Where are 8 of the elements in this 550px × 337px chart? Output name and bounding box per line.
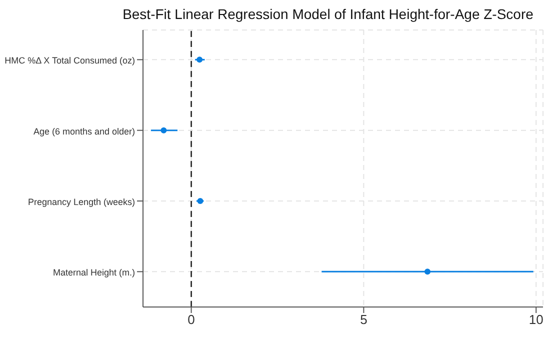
y-tick-label: HMC %Δ X Total Consumed (oz) [4, 56, 135, 66]
y-tick-label: Age (6 months and older) [33, 126, 135, 136]
y-tick-label: Maternal Height (m.) [52, 268, 135, 278]
x-tick-label: 0 [188, 312, 195, 328]
x-tick-label: 5 [360, 312, 368, 328]
x-tick-label: 10 [528, 312, 544, 328]
chart-title: Best-Fit Linear Regression Model of Infant Height-for-Age Z-Score [122, 6, 534, 22]
y-tick-label: Pregnancy Length (weeks) [28, 197, 135, 208]
